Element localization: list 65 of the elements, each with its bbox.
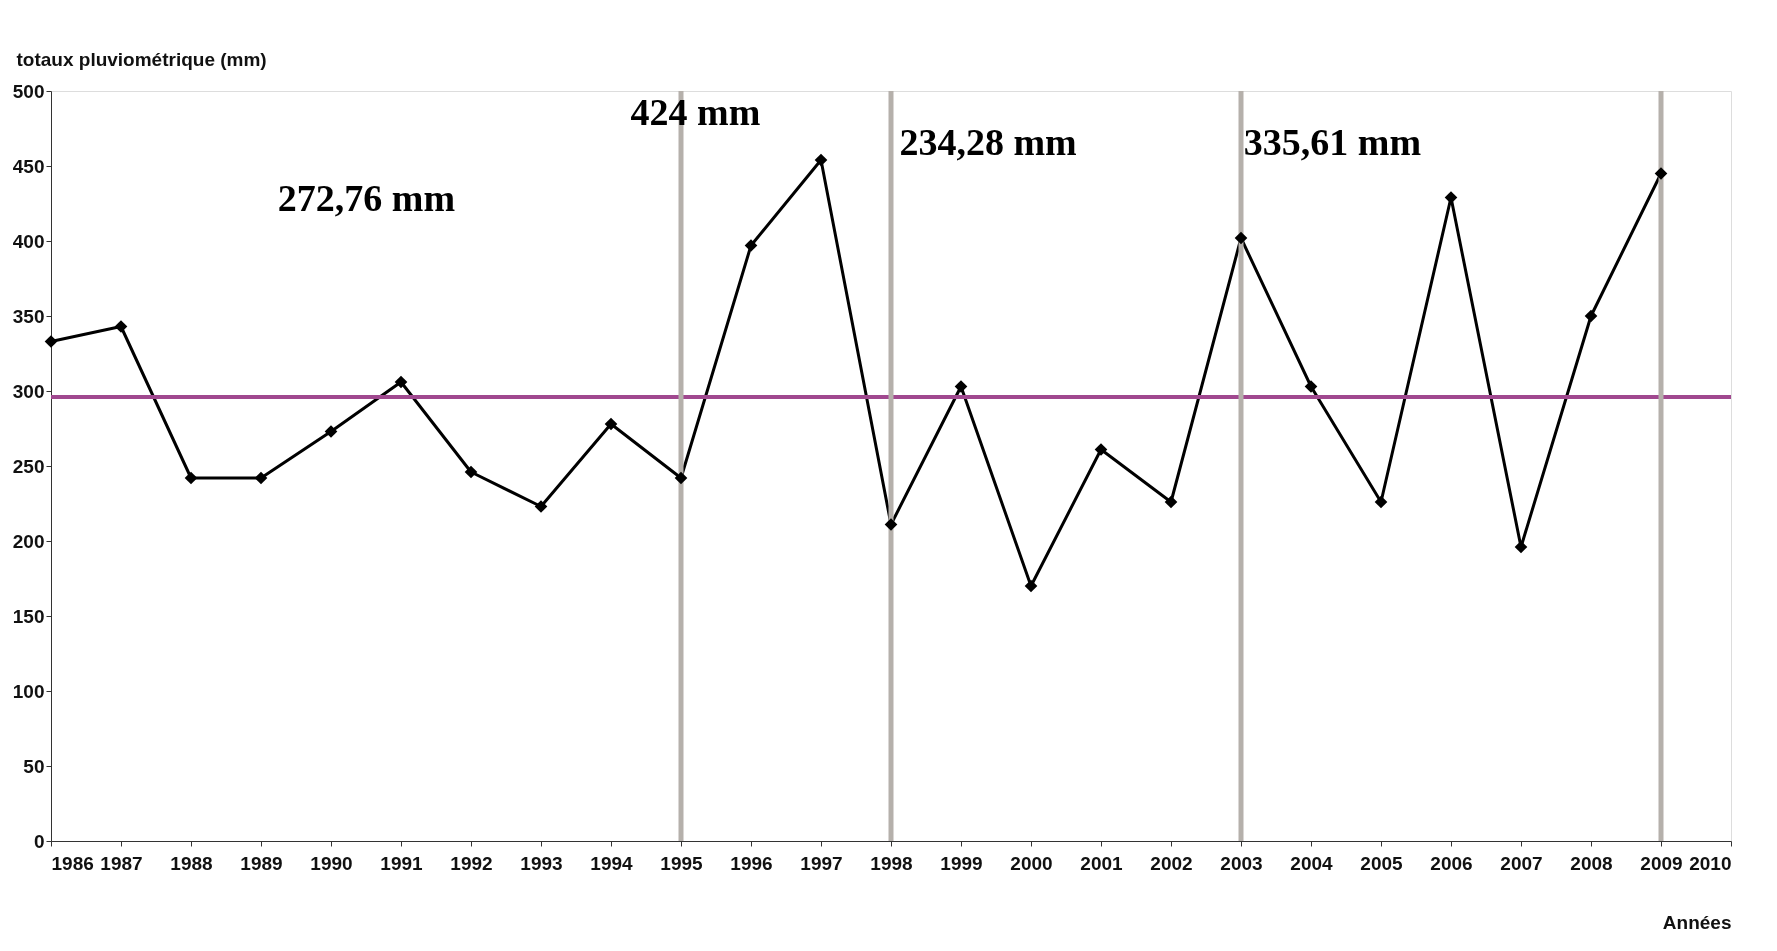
x-tick-label: 2000 — [1010, 852, 1053, 874]
x-tick-label: 1987 — [100, 852, 143, 874]
x-tick-label: 1995 — [660, 852, 704, 874]
point — [1304, 380, 1318, 393]
x-tick-label: 2006 — [1430, 852, 1473, 874]
x-tick-label: 2008 — [1570, 852, 1613, 874]
y-tick-label: 250 — [12, 455, 45, 477]
annotation: 234,28 mm — [899, 120, 1077, 163]
point — [534, 500, 548, 513]
x-tick-label: 2001 — [1080, 852, 1124, 874]
x-tick-label: 1999 — [940, 852, 983, 874]
point — [1164, 495, 1178, 509]
x-tick-label: 2004 — [1290, 852, 1334, 874]
point — [1234, 231, 1248, 245]
annotation: 424 mm — [630, 90, 761, 133]
x-tick-label: 2009 — [1640, 852, 1683, 874]
point — [814, 153, 828, 167]
y-tick-label: 450 — [12, 155, 45, 177]
y-tick-label: 200 — [12, 530, 45, 552]
point — [114, 320, 128, 333]
x-tick-label: 1994 — [590, 852, 634, 874]
point — [1444, 191, 1458, 204]
point — [1654, 167, 1668, 180]
x-tick-label: 2003 — [1220, 852, 1263, 874]
annotation: 272,76 mm — [277, 176, 456, 219]
y-tick-label: 350 — [12, 305, 45, 327]
x-axis-title: Années — [1662, 911, 1732, 933]
x-tick-label: 1989 — [240, 852, 283, 874]
x-tick-label: 2005 — [1360, 852, 1404, 874]
y-tick-label: 400 — [12, 230, 45, 252]
x-tick-label: 1997 — [800, 852, 843, 874]
y-tick-label: 500 — [12, 80, 45, 102]
point — [44, 335, 58, 348]
x-tick-label: 2002 — [1150, 852, 1193, 874]
point — [1374, 495, 1388, 509]
x-tick-label: 1988 — [170, 852, 213, 874]
point — [1094, 443, 1108, 456]
annotation: 335,61 mm — [1243, 120, 1422, 163]
point — [394, 375, 408, 389]
point — [744, 239, 758, 252]
x-tick-label: 1991 — [380, 852, 424, 874]
point — [464, 465, 478, 479]
point — [674, 471, 688, 485]
x-tick-label: 1996 — [730, 852, 773, 874]
x-tick-label: 1993 — [520, 852, 563, 874]
y-tick-label: 300 — [12, 380, 45, 402]
y-tick-label: 150 — [12, 605, 45, 627]
x-tick-label: 2010 — [1689, 852, 1732, 874]
point — [604, 417, 618, 431]
point — [254, 471, 268, 485]
point — [324, 425, 338, 438]
point — [1584, 309, 1598, 323]
x-tick-label: 2007 — [1500, 852, 1543, 874]
x-tick-label: 1998 — [870, 852, 913, 874]
y-tick-label: 100 — [12, 680, 45, 702]
y-tick-label: 50 — [23, 755, 45, 777]
point — [884, 518, 898, 531]
x-tick-label: 1990 — [310, 852, 353, 874]
point — [1024, 579, 1038, 593]
point — [184, 471, 198, 485]
y-tick-label: 0 — [33, 830, 45, 852]
point — [954, 380, 968, 393]
y-axis-title: totaux pluviométrique (mm) — [16, 48, 267, 70]
x-tick-label: 1992 — [450, 852, 493, 874]
x-tick-label: 1986 — [51, 852, 94, 874]
